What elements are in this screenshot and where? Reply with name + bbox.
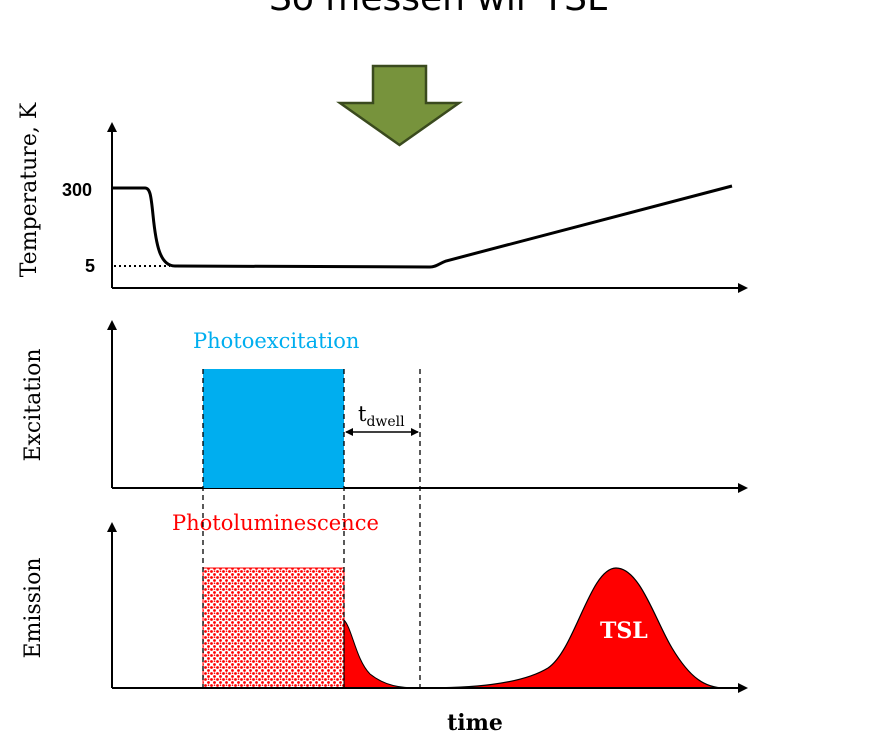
tick-5: 5 xyxy=(85,256,95,276)
photoluminescence-decay xyxy=(343,618,421,689)
excitation-panel: Excitation Photoexcitation tdwell xyxy=(21,320,748,493)
excitation-pulse xyxy=(203,369,344,488)
temperature-panel: Temperature, K 300 5 xyxy=(17,102,748,293)
temperature-curve xyxy=(112,184,733,269)
emission-panel: Emission Photoluminescence TSL xyxy=(21,511,748,693)
photoluminescence-block xyxy=(202,567,345,689)
down-arrow-icon xyxy=(336,64,463,147)
emission-y-label: Emission xyxy=(21,558,46,659)
tsl-peak xyxy=(419,567,726,689)
dashed-guides xyxy=(202,369,421,688)
temperature-y-label: Temperature, K xyxy=(17,102,42,277)
excitation-y-label: Excitation xyxy=(21,348,46,461)
tick-300: 300 xyxy=(62,180,92,200)
dwell-time-label: tdwell xyxy=(358,402,405,430)
photoexcitation-label: Photoexcitation xyxy=(193,329,359,353)
time-axis-label: time xyxy=(447,710,503,735)
tsl-label: TSL xyxy=(600,618,648,644)
slide-title: So messen wir TSL xyxy=(0,0,876,19)
